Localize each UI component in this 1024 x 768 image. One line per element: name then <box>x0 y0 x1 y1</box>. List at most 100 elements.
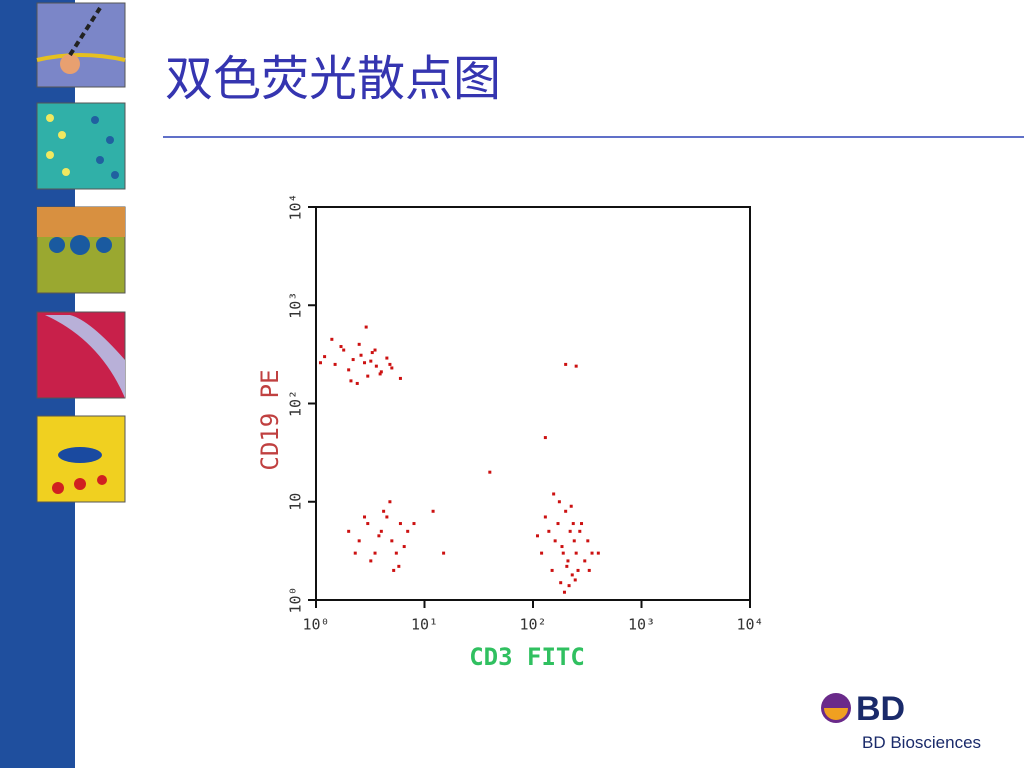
point <box>587 568 591 572</box>
point <box>561 551 565 555</box>
point <box>557 500 561 504</box>
point <box>370 351 374 355</box>
point <box>488 470 492 474</box>
brand-text: BD Biosciences <box>862 733 981 752</box>
point <box>569 504 573 508</box>
point <box>390 539 394 543</box>
point <box>374 364 378 368</box>
point <box>366 374 370 378</box>
point <box>385 515 389 519</box>
point <box>353 551 357 555</box>
point <box>388 362 392 366</box>
y-axis-label: CD19 PE <box>256 369 284 470</box>
point <box>347 368 351 372</box>
x-tick-label: 10¹ <box>411 616 438 634</box>
point <box>357 539 361 543</box>
point <box>552 492 556 496</box>
logo-text: BD <box>856 690 905 728</box>
point <box>369 559 373 563</box>
point <box>596 551 600 555</box>
point <box>570 573 574 577</box>
point <box>357 342 361 346</box>
point <box>565 564 569 568</box>
point <box>583 559 587 563</box>
y-tick-label: 10 <box>287 493 305 511</box>
point <box>564 362 568 366</box>
point <box>363 361 367 365</box>
point <box>553 539 557 543</box>
point <box>571 522 575 526</box>
point <box>388 500 392 504</box>
slide-title: 双色荧光散点图 <box>165 51 501 107</box>
y-tick-label: 10³ <box>287 292 305 319</box>
point <box>543 436 547 440</box>
point <box>323 355 327 359</box>
point <box>572 539 576 543</box>
y-tick-label: 10⁴ <box>287 193 305 220</box>
point <box>568 529 572 533</box>
point <box>556 522 560 526</box>
point <box>382 509 386 513</box>
point <box>378 372 382 376</box>
point <box>394 551 398 555</box>
point <box>543 515 547 519</box>
point <box>406 529 410 533</box>
point <box>540 551 544 555</box>
point <box>562 590 566 594</box>
point <box>574 364 578 368</box>
point <box>567 584 571 588</box>
point <box>402 545 406 549</box>
point <box>560 545 564 549</box>
point <box>390 366 394 370</box>
point <box>373 348 377 352</box>
point <box>550 568 554 572</box>
point <box>586 539 590 543</box>
point <box>339 345 343 349</box>
point <box>349 379 353 383</box>
point <box>342 348 346 352</box>
point <box>363 515 367 519</box>
point <box>355 381 359 385</box>
point <box>431 509 435 513</box>
sidebar-icons <box>36 2 126 503</box>
point <box>385 356 389 360</box>
point <box>347 529 351 533</box>
bd-logo: BD BD Biosciences <box>821 690 981 752</box>
point <box>397 564 401 568</box>
point <box>580 522 584 526</box>
point <box>373 551 377 555</box>
point <box>392 568 396 572</box>
point <box>547 529 551 533</box>
point <box>574 551 578 555</box>
point <box>398 376 402 380</box>
point <box>578 529 582 533</box>
x-axis-label: CD3 FITC <box>469 643 585 671</box>
point <box>564 509 568 513</box>
x-tick-label: 10⁰ <box>302 616 329 634</box>
point <box>377 534 381 538</box>
point <box>566 559 570 563</box>
y-tick-label: 10² <box>287 390 305 417</box>
point <box>442 551 446 555</box>
point <box>351 358 355 362</box>
point <box>379 370 383 374</box>
point <box>398 522 402 526</box>
point <box>333 362 337 366</box>
x-tick-label: 10² <box>519 616 546 634</box>
point <box>412 522 416 526</box>
point <box>364 325 368 329</box>
point <box>576 568 580 572</box>
point <box>379 529 383 533</box>
point <box>559 581 563 585</box>
point <box>366 522 370 526</box>
point <box>590 551 594 555</box>
point <box>369 359 373 363</box>
plot-frame <box>315 206 751 601</box>
point <box>535 534 539 538</box>
x-tick-label: 10⁴ <box>736 616 763 634</box>
point <box>318 361 322 365</box>
point <box>330 337 334 341</box>
x-tick-label: 10³ <box>628 616 655 634</box>
point <box>359 353 363 357</box>
